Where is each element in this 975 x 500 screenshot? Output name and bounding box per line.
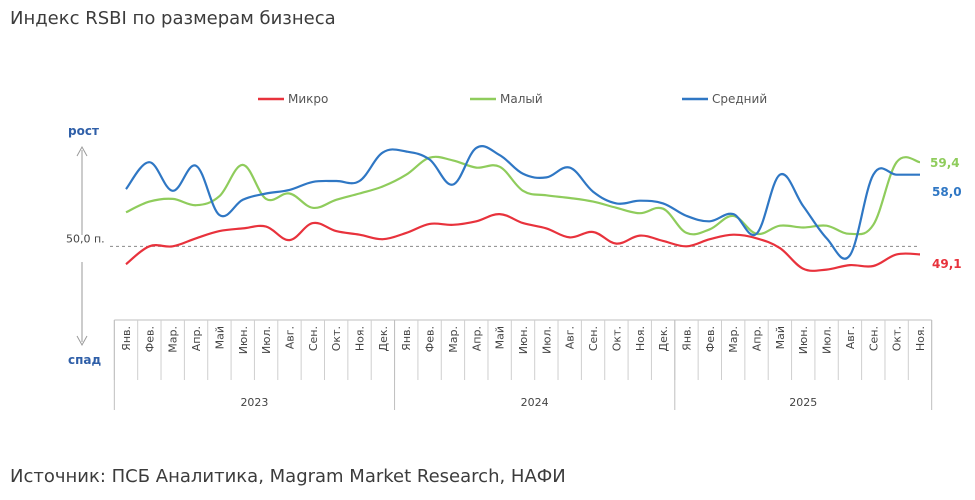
x-tick-label: Авг. [564,326,577,349]
x-tick-label: Ноя. [634,326,647,351]
x-tick-label: Мар. [447,326,460,353]
x-tick-label: Авг. [283,326,296,349]
x-tick-label: Дек. [377,326,390,352]
chart-title: Индекс RSBI по размерам бизнеса [10,8,336,29]
x-tick-label: Май [213,326,226,349]
legend-label-2: Средний [712,92,767,106]
end-label-0: 49,1 [932,257,962,271]
reference-label: 50,0 п. [66,232,105,245]
end-label-2: 58,0 [932,185,962,199]
year-label: 2025 [789,396,817,409]
x-tick-label: Фев. [424,326,437,352]
series-line-1 [125,155,921,236]
arrow-down-icon [76,335,88,347]
x-tick-label: Окт. [891,326,904,351]
series-line-0 [125,212,921,272]
arrow-up-icon [76,145,88,157]
x-tick-label: Июн. [517,326,530,354]
legend-label-0: Микро [288,92,328,106]
x-tick-label: Янв. [120,326,133,351]
x-tick-label: Фев. [704,326,717,352]
chart-legend: Микро Малый Средний [258,92,767,106]
x-tick-label: Апр. [190,326,203,351]
legend-label-1: Малый [500,92,543,106]
x-tick-label: Июн. [237,326,250,354]
end-value-labels: 49,1 59,4 58,0 [930,156,962,271]
x-tick-label: Май [494,326,507,349]
x-tick-label: Сен. [307,326,320,351]
series-lines [125,145,921,272]
x-tick-label: Ноя. [354,326,367,351]
x-tick-label: Фев. [143,326,156,352]
x-tick-label: Июл. [260,326,273,354]
source-note: Источник: ПСБ Аналитика, Magram Market R… [10,466,566,487]
x-tick-label: Июн. [797,326,810,354]
x-tick-label: Июл. [540,326,553,354]
x-tick-label: Мар. [167,326,180,353]
year-label: 2024 [521,396,549,409]
series-line-2 [125,145,920,260]
x-tick-label: Окт. [330,326,343,351]
reference-line: 50,0 п. [66,232,920,247]
x-tick-label: Янв. [680,326,693,351]
y-axis-direction: рост спад [68,124,102,367]
x-tick-label: Окт. [610,326,623,351]
x-axis: Янв. Фев. Мар. Апр. Май Июн. Июл. Авг. Сен. Окт. Н… [113,319,933,410]
x-tick-label: Дек. [657,326,670,352]
x-tick-label: Июл. [821,326,834,354]
axis-label-down: спад [68,353,102,367]
x-tick-label: Авг. [844,326,857,349]
year-label: 2023 [240,396,268,409]
x-tick-label: Сен. [587,326,600,351]
x-tick-label: Апр. [751,326,764,351]
x-tick-label: Апр. [470,326,483,351]
end-label-1: 59,4 [930,156,960,170]
axis-label-up: рост [68,124,99,138]
x-tick-label: Янв. [400,326,413,351]
x-tick-label: Май [774,326,787,349]
rsbi-line-chart: Микро Малый Средний рост спад 50,0 п. 49,1 5… [66,92,962,410]
x-tick-label: Сен. [867,326,880,351]
x-tick-label: Ноя. [914,326,927,351]
x-tick-label: Мар. [727,326,740,353]
